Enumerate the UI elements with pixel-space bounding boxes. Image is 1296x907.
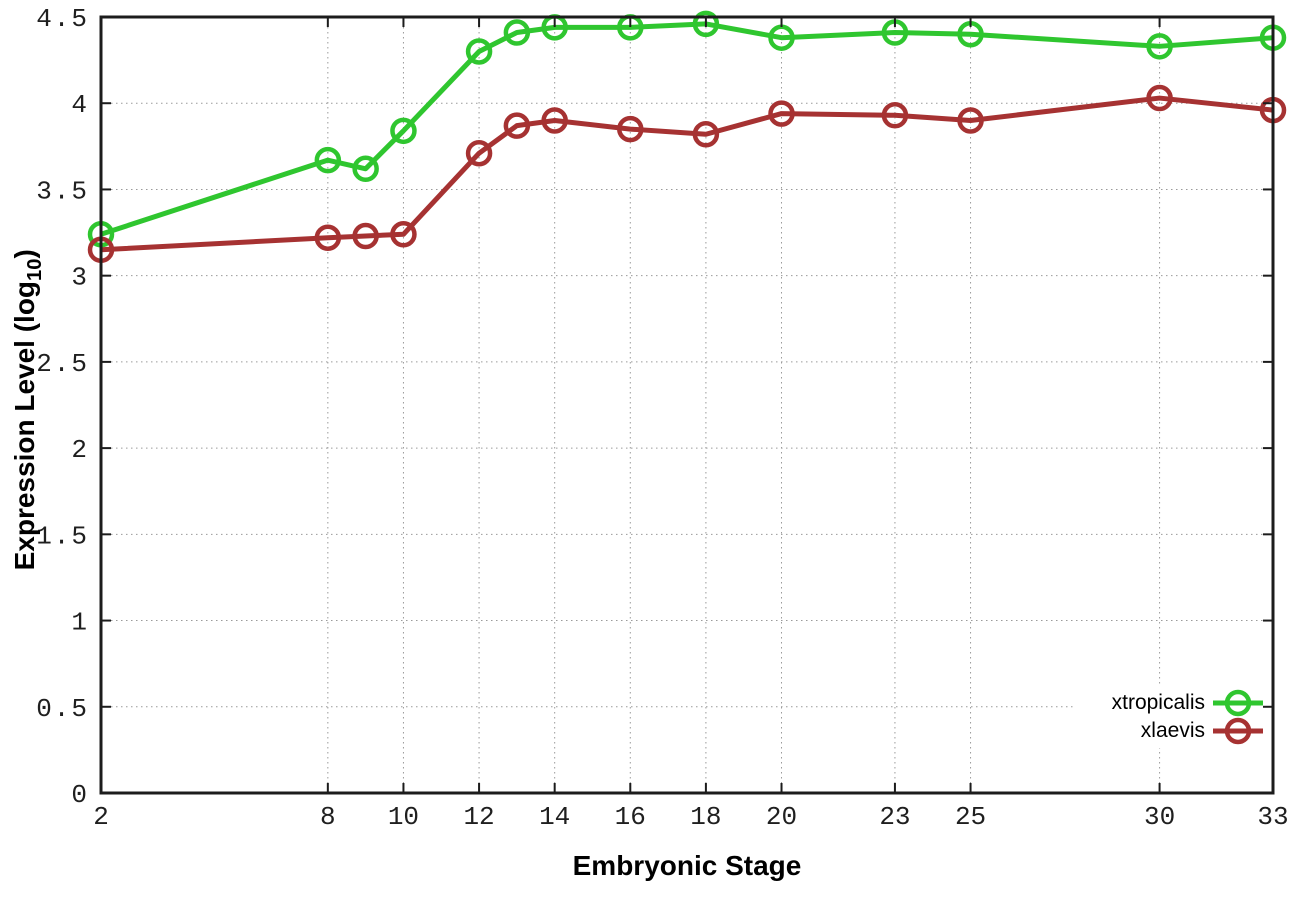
x-tick-label: 33 (1257, 802, 1288, 832)
data-point-xtropicalis (1146, 33, 1173, 60)
x-tick-label: 18 (690, 802, 721, 832)
data-point-xlaevis (541, 107, 568, 134)
data-point-xtropicalis (352, 155, 379, 183)
data-point-xlaevis (881, 102, 909, 129)
x-tick-label: 25 (955, 802, 986, 832)
data-point-xlaevis (692, 121, 720, 148)
data-point-xtropicalis (465, 38, 493, 65)
x-tick-label: 10 (388, 802, 419, 832)
y-axis-title: Expression Level (log10) (9, 10, 47, 810)
legend: xtropicalis xlaevis (1112, 689, 1205, 745)
x-tick-label: 14 (539, 802, 570, 832)
data-point-xlaevis (1146, 84, 1173, 112)
y-tick-label: 4 (71, 90, 89, 120)
x-tick-label: 30 (1144, 802, 1175, 832)
y-tick-label: 3 (71, 263, 89, 293)
y-tick-label: 1.5 (36, 521, 89, 551)
legend-label-xtropicalis: xtropicalis (1111, 691, 1205, 714)
y-tick-label: 0 (71, 780, 89, 810)
x-tick-label: 8 (320, 802, 336, 832)
data-point-xtropicalis (692, 10, 720, 38)
legend-background (1075, 686, 1268, 748)
x-tick-label: 2 (93, 802, 109, 832)
legend-item-xlaevis: xlaevis (1112, 717, 1205, 745)
data-point-xlaevis (617, 115, 644, 143)
y-axis-title-text: Expression Level (log (9, 280, 41, 571)
data-point-xlaevis (957, 107, 984, 134)
legend-label-xlaevis: xlaevis (1140, 719, 1205, 742)
y-axis-title-subscript: 10 (23, 258, 46, 281)
data-point-xlaevis (465, 139, 493, 167)
x-tick-label: 23 (879, 802, 910, 832)
y-axis-title-close: ) (9, 249, 41, 259)
x-tick-label: 16 (615, 802, 646, 832)
legend-item-xtropicalis: xtropicalis (1112, 689, 1205, 717)
plot-border (99, 15, 1275, 795)
x-axis-title: Embryonic Stage (572, 850, 802, 881)
y-tick-label: 4.5 (36, 4, 89, 34)
data-point-xlaevis (352, 222, 379, 250)
data-point-xlaevis (390, 221, 417, 248)
x-tick-label: 12 (463, 802, 494, 832)
x-tick-label: 20 (766, 802, 797, 832)
data-point-xtropicalis (314, 146, 342, 174)
data-point-xtropicalis (503, 19, 531, 46)
data-point-xlaevis (768, 100, 795, 127)
y-tick-label: 2 (71, 435, 89, 465)
y-tick-label: 0.5 (36, 694, 89, 724)
legend-marker-xlaevis (1224, 717, 1252, 745)
y-tick-label: 1 (71, 608, 89, 638)
data-point-xlaevis (503, 112, 531, 139)
series-line-xlaevis (100, 95, 1274, 253)
legend-marker-xtropicalis (1224, 689, 1252, 717)
data-point-xtropicalis (390, 117, 417, 145)
y-tick-label: 2.5 (36, 349, 89, 379)
series-line-xtropicalis (100, 21, 1274, 237)
data-point-xlaevis (314, 224, 342, 251)
y-tick-label: 3.5 (36, 176, 89, 206)
